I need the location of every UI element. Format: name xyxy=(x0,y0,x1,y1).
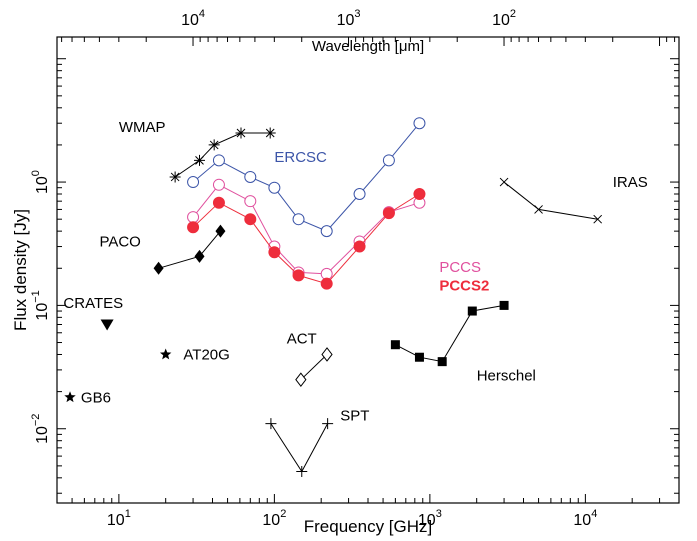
series-line-act xyxy=(300,354,328,381)
point-wmap xyxy=(208,139,220,151)
point-pccs2 xyxy=(268,246,281,259)
point-pccs2 xyxy=(212,196,225,209)
point-herschel xyxy=(467,306,477,316)
point-ercsc xyxy=(292,213,305,226)
point-pccs2 xyxy=(320,277,333,290)
y-tick-label: 10−1 xyxy=(30,290,51,320)
top-tick-label: 103 xyxy=(337,8,361,29)
point-ercsc xyxy=(187,176,200,189)
series-line-paco xyxy=(158,230,221,269)
point-pccs2 xyxy=(244,213,257,226)
plot-frame xyxy=(56,36,680,504)
series-line-spt xyxy=(270,423,329,473)
point-iras xyxy=(534,205,543,214)
point-herschel xyxy=(390,340,400,350)
label-iras: IRAS xyxy=(613,174,648,191)
point-spt xyxy=(265,418,277,430)
point-herschel xyxy=(437,357,447,367)
point-pccs2 xyxy=(353,240,366,253)
y-tick-label: 100 xyxy=(30,170,51,194)
point-pccs2 xyxy=(292,269,305,282)
point-ercsc xyxy=(353,188,366,201)
label-pccs2: PCCS2 xyxy=(439,277,489,294)
point-ercsc xyxy=(212,154,225,167)
point-act xyxy=(321,347,333,362)
point-iras xyxy=(593,214,603,224)
series-paco xyxy=(153,224,226,275)
series-spt xyxy=(265,418,334,478)
point-spt xyxy=(296,466,308,478)
series-wmap xyxy=(169,127,276,183)
label-ercsc: ERCSC xyxy=(274,149,327,166)
series-line-wmap xyxy=(174,132,271,178)
label-at20g: AT20G xyxy=(183,346,229,363)
y-axis-label: Flux density [Jy] xyxy=(11,209,30,331)
series-herschel xyxy=(390,300,509,367)
point-ercsc xyxy=(320,225,333,238)
top-axis-label: Wavelength [μm] xyxy=(312,38,424,55)
x-tick-label: 101 xyxy=(107,508,131,529)
point-wmap xyxy=(194,154,206,166)
point-spt xyxy=(322,418,334,430)
point-ercsc xyxy=(413,117,426,130)
series-line-herschel xyxy=(395,304,505,363)
point-iras xyxy=(499,177,509,187)
x-tick-label: 104 xyxy=(573,508,597,529)
point-pccs2 xyxy=(187,221,200,234)
point-ercsc xyxy=(382,154,395,167)
label-spt: SPT xyxy=(340,408,369,425)
x-axis-label: Frequency [GHz] xyxy=(304,517,433,536)
label-pccs: PCCS xyxy=(439,259,481,276)
point-at20g xyxy=(159,348,172,360)
axis-tick-labels: 101 102 103 104 10−2 10−1 100 104 103 102 xyxy=(30,8,597,529)
y-tick-label: 10−2 xyxy=(30,414,51,444)
point-paco xyxy=(153,261,164,275)
point-paco xyxy=(215,224,226,238)
point-gb6 xyxy=(64,391,76,403)
series-pccs2 xyxy=(187,188,426,290)
series-ercsc xyxy=(187,117,426,238)
label-gb6: GB6 xyxy=(81,389,111,406)
top-tick-label: 102 xyxy=(492,8,516,29)
label-crates: CRATES xyxy=(63,295,123,312)
label-herschel: Herschel xyxy=(477,368,536,385)
point-herschel xyxy=(414,352,424,362)
point-pccs2 xyxy=(382,207,395,220)
point-pccs xyxy=(187,211,200,224)
point-pccs2 xyxy=(413,188,426,201)
series-at20g xyxy=(159,348,172,360)
label-act: ACT xyxy=(287,330,317,347)
point-herschel xyxy=(499,300,509,310)
label-paco: PACO xyxy=(99,233,140,250)
series-gb6 xyxy=(64,391,76,403)
series-crates xyxy=(100,319,114,331)
point-pccs xyxy=(244,195,257,208)
axis-ticks xyxy=(56,37,680,503)
x-tick-label: 102 xyxy=(262,508,286,529)
series-act xyxy=(295,347,333,387)
point-paco xyxy=(194,249,205,263)
point-wmap xyxy=(264,127,276,139)
series-line-pccs xyxy=(192,184,420,275)
point-act xyxy=(295,372,307,387)
point-ercsc xyxy=(244,170,257,183)
point-pccs xyxy=(212,178,225,191)
series-iras xyxy=(499,177,603,224)
top-tick-label: 104 xyxy=(181,8,205,29)
point-wmap xyxy=(169,171,181,183)
point-crates xyxy=(100,319,114,331)
point-ercsc xyxy=(268,181,281,194)
series-line-iras xyxy=(503,181,598,220)
point-wmap xyxy=(235,127,247,139)
series-layer xyxy=(64,117,603,478)
x-tick-label: 103 xyxy=(418,508,442,529)
label-wmap: WMAP xyxy=(119,119,166,136)
